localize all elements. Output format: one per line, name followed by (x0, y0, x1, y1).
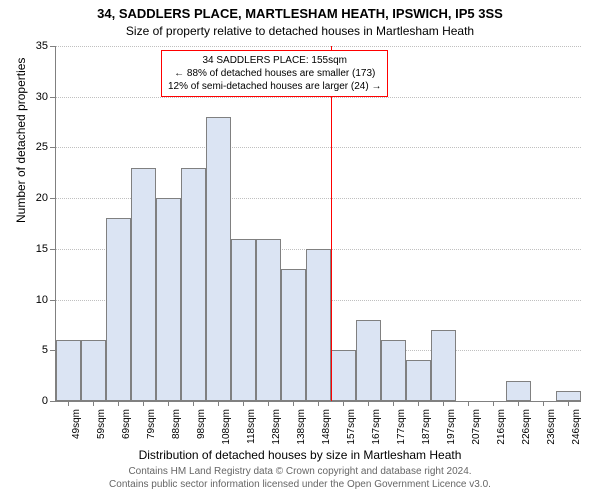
x-tick-mark (343, 401, 344, 406)
y-tick-label: 15 (8, 243, 48, 255)
chart-container: 34, SADDLERS PLACE, MARTLESHAM HEATH, IP… (0, 0, 600, 500)
histogram-bar (231, 239, 256, 401)
y-tick-label: 30 (8, 91, 48, 103)
y-tick-label: 10 (8, 294, 48, 306)
annotation-line1: 34 SADDLERS PLACE: 155sqm (168, 54, 381, 67)
y-tick-label: 35 (8, 40, 48, 52)
x-tick-mark (443, 401, 444, 406)
x-tick-mark (318, 401, 319, 406)
x-tick-mark (218, 401, 219, 406)
histogram-bar (256, 239, 281, 401)
x-tick-mark (568, 401, 569, 406)
gridline (56, 147, 581, 148)
x-tick-mark (118, 401, 119, 406)
x-tick-mark (243, 401, 244, 406)
y-tick-label: 25 (8, 141, 48, 153)
footer-line2: Contains public sector information licen… (0, 478, 600, 491)
gridline (56, 46, 581, 47)
x-tick-mark (368, 401, 369, 406)
histogram-bar (131, 168, 156, 401)
x-tick-mark (293, 401, 294, 406)
x-tick-mark (518, 401, 519, 406)
y-tick-label: 0 (8, 395, 48, 407)
x-tick-mark (493, 401, 494, 406)
reference-line (331, 46, 332, 401)
annotation-line2: ← 88% of detached houses are smaller (17… (168, 67, 381, 80)
annotation-box: 34 SADDLERS PLACE: 155sqm ← 88% of detac… (161, 50, 388, 97)
histogram-bar (431, 330, 456, 401)
histogram-bar (381, 340, 406, 401)
footer-line1: Contains HM Land Registry data © Crown c… (0, 465, 600, 478)
x-tick-mark (168, 401, 169, 406)
histogram-bar (281, 269, 306, 401)
histogram-bar (506, 381, 531, 401)
x-tick-mark (418, 401, 419, 406)
x-tick-mark (93, 401, 94, 406)
x-tick-mark (468, 401, 469, 406)
x-tick-mark (268, 401, 269, 406)
histogram-bar (356, 320, 381, 401)
chart-title-sub: Size of property relative to detached ho… (0, 24, 600, 38)
x-tick-mark (143, 401, 144, 406)
histogram-bar (331, 350, 356, 401)
annotation-line3: 12% of semi-detached houses are larger (… (168, 80, 381, 93)
histogram-bar (556, 391, 581, 401)
histogram-bar (156, 198, 181, 401)
x-tick-mark (68, 401, 69, 406)
x-axis-title: Distribution of detached houses by size … (0, 448, 600, 462)
y-tick-label: 5 (8, 344, 48, 356)
x-tick-mark (393, 401, 394, 406)
histogram-bar (181, 168, 206, 401)
histogram-bar (406, 360, 431, 401)
x-tick-mark (543, 401, 544, 406)
y-tick-label: 20 (8, 192, 48, 204)
histogram-bar (56, 340, 81, 401)
chart-title-main: 34, SADDLERS PLACE, MARTLESHAM HEATH, IP… (0, 6, 600, 21)
x-tick-mark (193, 401, 194, 406)
histogram-bar (81, 340, 106, 401)
histogram-bar (306, 249, 331, 401)
histogram-bar (206, 117, 231, 401)
plot-area: 34 SADDLERS PLACE: 155sqm ← 88% of detac… (55, 46, 581, 402)
chart-footer: Contains HM Land Registry data © Crown c… (0, 465, 600, 491)
histogram-bar (106, 218, 131, 401)
